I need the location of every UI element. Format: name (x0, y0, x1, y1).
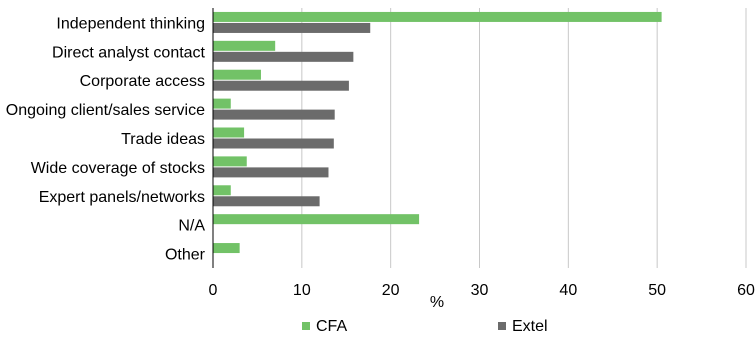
bar-cfa-8 (213, 243, 240, 254)
bar-extel-4 (213, 138, 334, 149)
x-tick-label-60: 60 (737, 282, 755, 299)
category-label-0: Independent thinking (56, 15, 205, 32)
bar-extel-6 (213, 196, 320, 207)
category-label-4: Trade ideas (121, 131, 205, 148)
x-tick-label-40: 40 (559, 282, 577, 299)
category-label-7: N/A (178, 218, 205, 235)
bar-cfa-0 (213, 11, 662, 22)
category-label-1: Direct analyst contact (52, 44, 206, 61)
bar-cfa-5 (213, 156, 247, 167)
gridlines (301, 8, 747, 268)
category-label-3: Ongoing client/sales service (6, 102, 205, 119)
x-axis-title: % (430, 294, 444, 311)
bar-cfa-2 (213, 69, 261, 80)
legend-label-cfa: CFA (316, 318, 347, 335)
bar-cfa-3 (213, 98, 231, 109)
bar-extel-5 (213, 167, 329, 178)
category-label-8: Other (165, 247, 206, 264)
bars (213, 11, 662, 254)
category-labels: Independent thinking Direct analyst conta… (6, 15, 206, 263)
x-tick-label-20: 20 (382, 282, 400, 299)
bar-extel-3 (213, 109, 335, 120)
legend-label-extel: Extel (512, 318, 548, 335)
x-tick-labels: 0 10 20 30 40 50 60 (209, 282, 755, 299)
bar-extel-2 (213, 80, 349, 91)
bar-cfa-6 (213, 185, 231, 196)
x-tick-label-30: 30 (471, 282, 489, 299)
bar-cfa-7 (213, 214, 420, 225)
legend-swatch-cfa (302, 322, 310, 330)
category-label-2: Corporate access (80, 73, 205, 90)
category-label-5: Wide coverage of stocks (31, 160, 205, 177)
legend-swatch-extel (498, 322, 506, 330)
bar-extel-1 (213, 51, 354, 62)
bar-cfa-1 (213, 40, 276, 51)
x-tick-label-0: 0 (209, 282, 218, 299)
category-label-6: Expert panels/networks (39, 189, 205, 206)
x-tick-label-10: 10 (293, 282, 311, 299)
legend: CFA Extel (302, 318, 548, 335)
bar-extel-0 (213, 22, 371, 33)
x-tick-label-50: 50 (648, 282, 666, 299)
bar-cfa-4 (213, 127, 245, 138)
